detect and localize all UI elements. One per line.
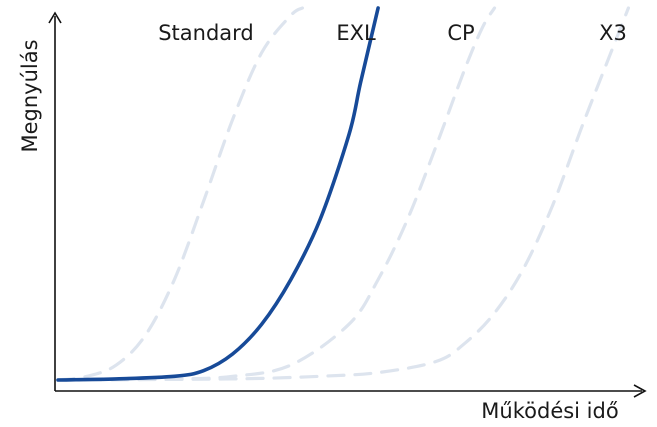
series-line-exl: [56, 6, 380, 382]
series-labels: Standard EXL CP X3: [158, 21, 627, 45]
series-label-x3: X3: [599, 21, 627, 45]
curves-layer: [56, 6, 630, 382]
series-line-standard: [56, 6, 304, 382]
y-axis-arrow-icon: [48, 11, 62, 24]
series-label-standard: Standard: [158, 21, 254, 45]
series-label-exl: EXL: [336, 21, 376, 45]
x-axis-title: Működési idő: [481, 399, 618, 423]
series-label-cp: CP: [447, 21, 474, 45]
series-line-cp: [56, 6, 497, 382]
y-axis-title: Megnyúlás: [18, 39, 42, 152]
series-line-x3: [56, 6, 630, 382]
x-axis-arrow-icon: [633, 384, 647, 398]
